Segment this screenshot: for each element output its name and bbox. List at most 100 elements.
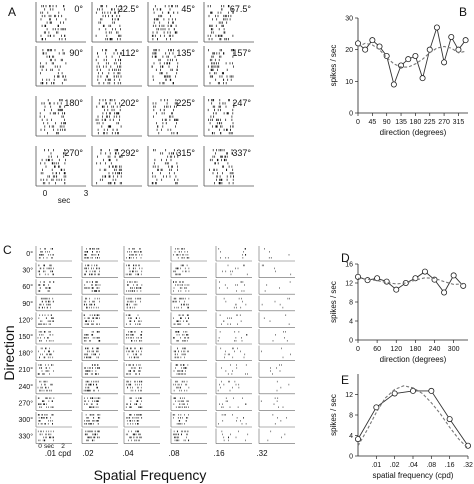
angle-label: 112° [121, 48, 139, 58]
raster-cell-a: 135° [147, 46, 198, 87]
spike-raster [267, 430, 286, 442]
x-axis-label: direction (degrees) [380, 128, 447, 137]
raster-cell-a: 90° [35, 46, 86, 87]
data-point [393, 286, 400, 293]
spike-raster [84, 347, 100, 359]
raster-cell-c [81, 262, 118, 278]
spike-raster [221, 364, 248, 375]
y-tick-label: 30 [345, 16, 353, 23]
angle-label: 90° [69, 48, 83, 58]
raster-cell-c [170, 246, 207, 262]
raster-cell-a: 22.5° [91, 2, 142, 43]
sf-col-label: .32 [256, 449, 268, 458]
panel-c: C 0° 30° 60° 90° 120° 150° 180° 210° 240° 270° 300°… [1, 243, 295, 483]
raster-cell-c [35, 312, 72, 328]
data-point [362, 46, 369, 53]
fit-curve [357, 42, 466, 68]
raster-cell-c [215, 345, 252, 361]
raster-cell-c [123, 246, 160, 262]
raster-cell-c [81, 395, 118, 411]
raster-cell-c [35, 345, 72, 361]
x-tick-label: 90 [383, 119, 391, 126]
spike-raster [40, 5, 67, 41]
spike-raster [173, 331, 190, 342]
raster-cell-c [81, 412, 118, 428]
raster-cell-c [170, 329, 207, 345]
x-tick-label: 45 [368, 119, 376, 126]
spike-raster [270, 364, 282, 375]
raster-cell-c [123, 412, 160, 428]
raster-cell-a: 112° [91, 46, 142, 87]
y-tick-label: 0 [349, 454, 353, 461]
x-tick-label: 315 [453, 119, 465, 126]
direction-row-label: 120° [19, 316, 34, 324]
raster-cell-c [170, 295, 207, 312]
spike-raster [37, 264, 54, 276]
raster-cell-c [35, 262, 72, 278]
spike-raster [83, 297, 100, 309]
spike-raster [126, 281, 143, 292]
x-tick-label: 240 [429, 346, 441, 353]
y-tick-label: 10 [345, 79, 353, 86]
angle-label: 67.5° [230, 4, 252, 14]
y-axis-label: spikes / sec [329, 281, 338, 323]
spike-raster [219, 281, 245, 292]
spike-raster [173, 248, 190, 259]
raster-cell-a: 180° [35, 96, 86, 137]
spike-raster [125, 347, 143, 359]
raster-cell-c [258, 279, 295, 295]
raster-cell-c [81, 246, 118, 262]
x-tick-label: 300 [448, 346, 460, 353]
panel-letter: E [341, 373, 349, 387]
y-tick-label: 0 [349, 338, 353, 345]
spike-raster [220, 347, 246, 359]
raster-cell-c [81, 378, 118, 395]
time-axis-end: 2 [61, 443, 65, 450]
spike-raster [173, 347, 189, 359]
spike-raster [84, 364, 100, 375]
fit-curve [357, 277, 464, 285]
spike-raster [151, 49, 179, 85]
spike-raster [217, 380, 240, 392]
raster-cell-a: 67.5° [203, 2, 254, 43]
spike-raster [207, 99, 235, 135]
y-axis-label: spikes / sec [329, 45, 338, 87]
spike-raster [39, 99, 66, 135]
spike-raster [84, 430, 100, 442]
data-point [373, 404, 380, 411]
spike-raster [40, 149, 67, 185]
raster-cell-c [258, 329, 295, 345]
data-point [462, 37, 469, 44]
raster-cell-c [258, 295, 295, 312]
raster-cell-c [35, 428, 72, 444]
raster-cell-c [81, 312, 118, 328]
spike-raster [84, 397, 101, 408]
y-tick-label: 12 [345, 392, 353, 399]
spike-raster [261, 297, 290, 309]
spike-raster [173, 364, 189, 375]
raster-cell-c [215, 378, 252, 395]
spike-raster [173, 264, 190, 276]
raster-cell-c [170, 312, 207, 328]
raster-cell-c [35, 295, 72, 312]
panel-letter-a: A [8, 5, 16, 19]
direction-row-label: 90° [22, 300, 33, 308]
raster-cell-c [35, 246, 72, 262]
angle-label: 135° [176, 48, 195, 58]
panel-letter: D [341, 251, 350, 265]
spike-raster [272, 414, 287, 425]
angle-label: 157° [232, 48, 251, 58]
angle-label: 180° [64, 98, 83, 108]
spike-raster [221, 430, 249, 442]
time-axis-start: 0 [38, 443, 42, 450]
data-point [376, 43, 383, 50]
data-point [409, 387, 416, 394]
raster-cell-c [123, 428, 160, 444]
spike-raster [172, 414, 189, 425]
raster-cell-c [258, 428, 295, 444]
spike-raster [126, 297, 142, 309]
data-point [412, 275, 419, 282]
angle-label: 315° [176, 148, 195, 158]
